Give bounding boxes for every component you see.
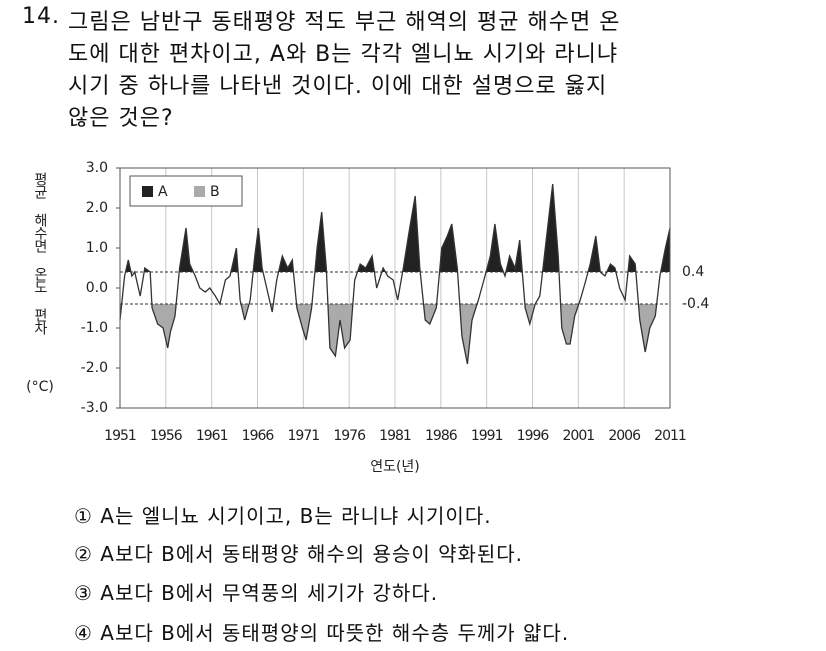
legend-swatch — [194, 186, 205, 197]
y-tick-label: 1.0 — [86, 240, 108, 256]
x-tick-label: 1981 — [379, 428, 411, 444]
choice[interactable]: ③ A보다 B에서 무역풍의 세기가 강하다. — [74, 581, 439, 605]
threshold-label: 0.4 — [682, 264, 704, 280]
choice[interactable]: ④ A보다 B에서 동태평양의 따뜻한 해수층 두께가 얇다. — [74, 621, 570, 645]
question-line: 시기 중 하나를 나타낸 것이다. 이에 대한 설명으로 옳지 — [68, 74, 608, 99]
x-axis-title: 연도(년) — [370, 459, 420, 475]
chart: 연도(년) 평균 해수면 온도 편차 (°C) 1951 1956 1961 1966… — [26, 160, 709, 475]
y-tick-label: 2.0 — [86, 200, 108, 216]
x-tick-label: 1966 — [242, 428, 275, 444]
question-line: 그림은 남반구 동태평양 적도 부근 해역의 평균 해수면 온 — [68, 10, 621, 35]
y-tick-label: -3.0 — [81, 400, 108, 416]
y-tick-label: 3.0 — [86, 160, 108, 176]
x-tick-label: 1986 — [425, 428, 458, 444]
question-line: 않은 것은? — [68, 106, 174, 131]
choice[interactable]: ② A보다 B에서 동태평양 해수의 용승이 약화된다. — [74, 542, 524, 566]
plot-frame — [119, 167, 671, 409]
x-tick-label: 2001 — [563, 428, 595, 444]
legend-swatch — [142, 186, 153, 197]
x-tick-label: 1961 — [196, 428, 228, 444]
x-tick-label: 1976 — [333, 428, 366, 444]
y-tick-label: -1.0 — [81, 320, 108, 336]
shade-b — [120, 304, 657, 364]
legend-box — [129, 175, 243, 207]
legend-label: B — [210, 184, 220, 200]
legend-label: A — [158, 184, 168, 200]
x-tick-label: 2011 — [654, 428, 686, 444]
x-tick-label: 1956 — [150, 428, 183, 444]
y-axis-title: 평균 해수면 온도 편차 — [32, 172, 48, 335]
question-number: 14. — [22, 4, 60, 29]
x-tick-label: 1991 — [471, 428, 503, 444]
threshold-label: -0.4 — [682, 296, 709, 312]
anomaly-line — [119, 183, 671, 365]
x-tick-label: 1996 — [517, 428, 550, 444]
y-tick-label: -2.0 — [81, 360, 108, 376]
choice[interactable]: ① A는 엘니뇨 시기이고, B는 라니냐 시기이다. — [74, 504, 492, 528]
x-tick-label: 1951 — [104, 428, 136, 444]
question-line: 도에 대한 편차이고, A와 B는 각각 엘니뇨 시기와 라니냐 — [68, 42, 619, 67]
y-tick-label: 0.0 — [86, 280, 108, 296]
y-axis-unit: (°C) — [26, 379, 54, 395]
x-tick-label: 1971 — [288, 428, 320, 444]
x-tick-label: 2006 — [608, 428, 641, 444]
